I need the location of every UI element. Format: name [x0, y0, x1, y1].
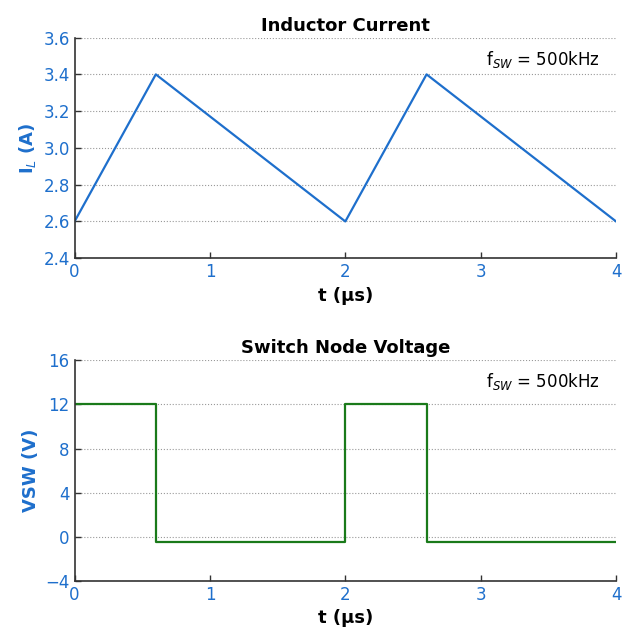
Text: f$_{SW}$ = 500kHz: f$_{SW}$ = 500kHz	[486, 372, 600, 392]
X-axis label: t (μs): t (μs)	[318, 609, 373, 627]
Y-axis label: VSW (V): VSW (V)	[22, 429, 40, 512]
Y-axis label: I$_L$ (A): I$_L$ (A)	[17, 122, 38, 174]
Title: Inductor Current: Inductor Current	[261, 17, 430, 35]
Text: f$_{SW}$ = 500kHz: f$_{SW}$ = 500kHz	[486, 49, 600, 70]
X-axis label: t (μs): t (μs)	[318, 287, 373, 305]
Title: Switch Node Voltage: Switch Node Voltage	[241, 339, 450, 357]
